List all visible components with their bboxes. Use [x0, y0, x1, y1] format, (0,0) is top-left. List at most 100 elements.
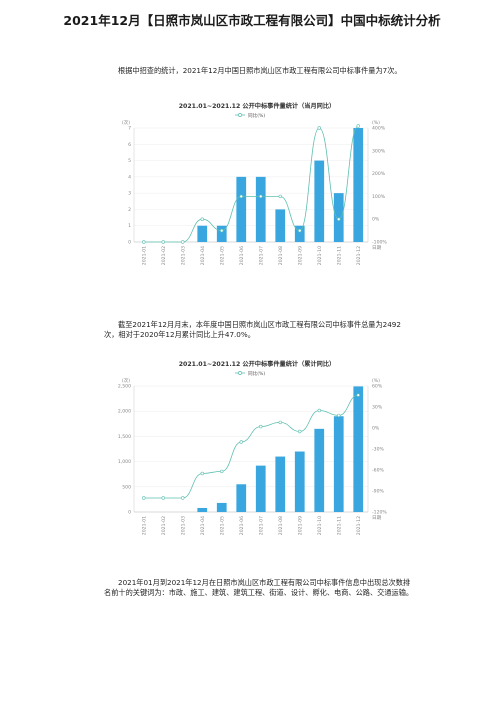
x-tick-label: 2021-12 — [356, 246, 362, 265]
summary-paragraph-1: 根据中招查的统计，2021年12月中国日照市岚山区市政工程有限公司中标事件量为7… — [104, 66, 414, 76]
monthly-chart-svg: 2021.01~2021.12 公开中标事件量统计（当月同比） 同比(%) (次) (… — [122, 102, 388, 265]
trend-point — [259, 424, 263, 429]
trend-point — [239, 194, 243, 199]
bar — [333, 416, 344, 512]
x-tick-label: 2021-06 — [239, 516, 245, 535]
x2-axis-label: 日期 — [372, 515, 382, 521]
trend-point — [161, 496, 165, 500]
x-tick-label: 2021-03 — [180, 516, 186, 535]
x-tick-label: 2021-11 — [336, 516, 342, 535]
y2-tick-label: -90% — [372, 489, 385, 495]
bar — [275, 456, 286, 512]
trend-point — [200, 471, 204, 476]
chart-title: 2021.01~2021.12 公开中标事件量统计（累计同比） — [179, 360, 336, 368]
bar — [236, 484, 247, 512]
y2-tick-label: 300% — [372, 148, 386, 154]
y2-tick-label: 0% — [372, 217, 380, 223]
y2-tick-label: -60% — [372, 468, 385, 474]
para3-text: 2021年01月到2021年12月在日照市岚山区市政工程有限公司中标事件信息中出… — [104, 578, 414, 597]
trend-point — [161, 240, 165, 244]
y-tick-label: 2 — [128, 207, 131, 213]
y-tick-label: 7 — [128, 126, 131, 132]
bar — [236, 176, 247, 242]
y-tick-label: 1,500 — [118, 434, 131, 440]
trend-point — [200, 217, 204, 221]
bar — [294, 451, 305, 512]
x-tick-label: 2021-11 — [336, 246, 342, 265]
legend-label: 同比(%) — [248, 370, 265, 377]
x-tick-label: 2021-09 — [297, 246, 303, 265]
x2-axis-label: 日期 — [372, 245, 382, 251]
y-axis-unit: (次) — [122, 119, 130, 126]
y2-tick-label: 60% — [372, 384, 383, 390]
trend-point — [298, 429, 302, 434]
x-tick-label: 2021-03 — [180, 246, 186, 265]
trend-point — [181, 240, 185, 244]
trend-point — [337, 217, 341, 221]
y-tick-label: 5 — [128, 158, 131, 164]
y2-tick-label: 100% — [372, 194, 386, 200]
y-axis-unit: (次) — [122, 377, 130, 384]
y-tick-label: 4 — [128, 174, 131, 180]
trend-point — [278, 420, 282, 425]
x-tick-label: 2021-02 — [161, 246, 167, 265]
trend-point — [220, 469, 224, 474]
bar — [314, 160, 325, 242]
y2-tick-label: -120% — [372, 510, 387, 516]
x-tick-label: 2021-01 — [141, 246, 147, 265]
trend-point — [317, 126, 321, 130]
y2-tick-label: 200% — [372, 171, 386, 177]
y-tick-label: 1 — [128, 223, 131, 229]
x-tick-label: 2021-04 — [200, 516, 206, 535]
bar — [314, 428, 325, 512]
legend-marker — [238, 371, 242, 375]
trend-line — [143, 125, 359, 243]
x-tick-label: 2021-01 — [141, 516, 147, 535]
trend-point — [220, 228, 224, 233]
y-tick-label: 0 — [128, 240, 131, 246]
monthly-chart: 2021.01~2021.12 公开中标事件量统计（当月同比） 同比(%) (次) (… — [112, 98, 402, 278]
trend-point — [142, 496, 146, 500]
x-tick-label: 2021-05 — [219, 246, 225, 265]
trend-point — [356, 124, 360, 128]
trend-point — [181, 496, 185, 500]
x-tick-label: 2021-07 — [258, 246, 264, 265]
x-tick-label: 2021-02 — [161, 516, 167, 535]
x-tick-label: 2021-10 — [317, 516, 323, 535]
trend-point — [356, 393, 360, 397]
y2-tick-label: -100% — [372, 240, 387, 246]
bar — [255, 465, 266, 512]
x-tick-label: 2021-08 — [278, 516, 284, 535]
trend-point — [278, 194, 282, 199]
trend-point — [239, 440, 243, 444]
trend-point — [259, 194, 263, 199]
cumulative-chart-svg: 2021.01~2021.12 公开中标事件量统计（累计同比） 同比(%) (次) (… — [118, 360, 388, 535]
x-tick-label: 2021-09 — [297, 516, 303, 535]
legend-label: 同比(%) — [248, 112, 265, 119]
y-tick-label: 2,500 — [118, 384, 131, 390]
x-tick-label: 2021-05 — [219, 516, 225, 535]
bar — [275, 209, 286, 242]
bar — [353, 386, 364, 512]
bar — [197, 507, 208, 512]
x-tick-label: 2021-08 — [278, 246, 284, 265]
cumulative-chart: 2021.01~2021.12 公开中标事件量统计（累计同比） 同比(%) (次) (… — [112, 356, 402, 548]
bar — [255, 176, 266, 242]
trend-point — [142, 240, 146, 244]
y-tick-label: 6 — [128, 142, 131, 148]
trend-point — [337, 413, 341, 418]
x-tick-label: 2021-07 — [258, 516, 264, 535]
y-tick-label: 2,000 — [118, 409, 131, 415]
page-title: 2021年12月【日照市岚山区市政工程有限公司】中国中标统计分析 — [63, 13, 441, 28]
chart-title: 2021.01~2021.12 公开中标事件量统计（当月同比） — [179, 102, 336, 110]
para2-text: 截至2021年12月月末，本年度中国日照市岚山区市政工程有限公司中标事件总量为2… — [104, 320, 401, 339]
summary-paragraph-3: 2021年01月到2021年12月在日照市岚山区市政工程有限公司中标事件信息中出… — [104, 578, 414, 598]
trend-point — [298, 228, 302, 233]
trend-point — [317, 408, 321, 413]
y2-tick-label: 0% — [372, 426, 380, 432]
y2-tick-label: -30% — [372, 447, 385, 453]
y2-tick-label: 30% — [372, 405, 383, 411]
x-tick-label: 2021-10 — [317, 246, 323, 265]
y-tick-label: 3 — [128, 191, 131, 197]
bar — [294, 225, 305, 242]
